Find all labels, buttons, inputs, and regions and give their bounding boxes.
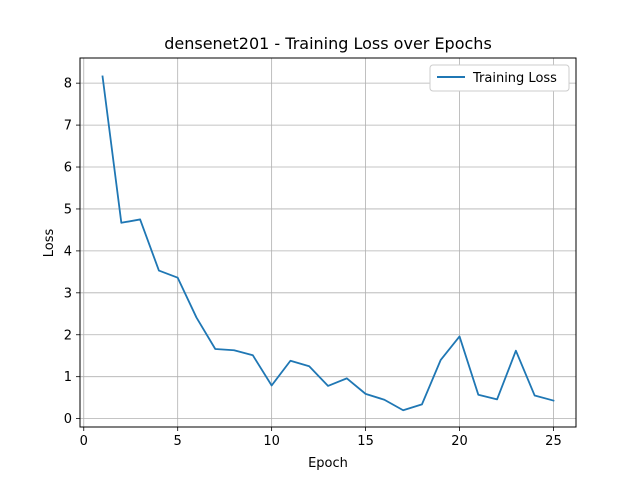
legend-label: Training Loss: [472, 71, 557, 86]
x-axis-label: Epoch: [308, 456, 348, 471]
y-tick-label: 8: [64, 77, 72, 92]
axis-ticks: 0 5 10 15 20 25 0 1 2 3 4 5 6 7 8: [64, 77, 562, 449]
grid: [80, 58, 576, 427]
plot-frame: [80, 58, 576, 427]
chart-title: densenet201 - Training Loss over Epochs: [164, 34, 492, 53]
y-tick-label: 5: [64, 202, 72, 217]
y-tick-label: 4: [64, 244, 72, 259]
x-tick-label: 0: [80, 434, 88, 449]
y-tick-label: 2: [64, 328, 72, 343]
x-tick-label: 10: [263, 434, 280, 449]
x-tick-label: 25: [545, 434, 562, 449]
x-tick-label: 15: [357, 434, 374, 449]
series-layer: [102, 76, 553, 410]
y-tick-label: 7: [64, 119, 72, 134]
x-tick-label: 5: [174, 434, 182, 449]
y-tick-label: 1: [64, 370, 72, 385]
y-tick-label: 6: [64, 161, 72, 176]
series-line: [103, 76, 554, 410]
x-tick-label: 20: [451, 434, 468, 449]
legend: Training Loss: [430, 65, 569, 91]
y-tick-label: 0: [64, 412, 72, 427]
y-axis-label: Loss: [42, 229, 57, 258]
y-tick-label: 3: [64, 286, 72, 301]
